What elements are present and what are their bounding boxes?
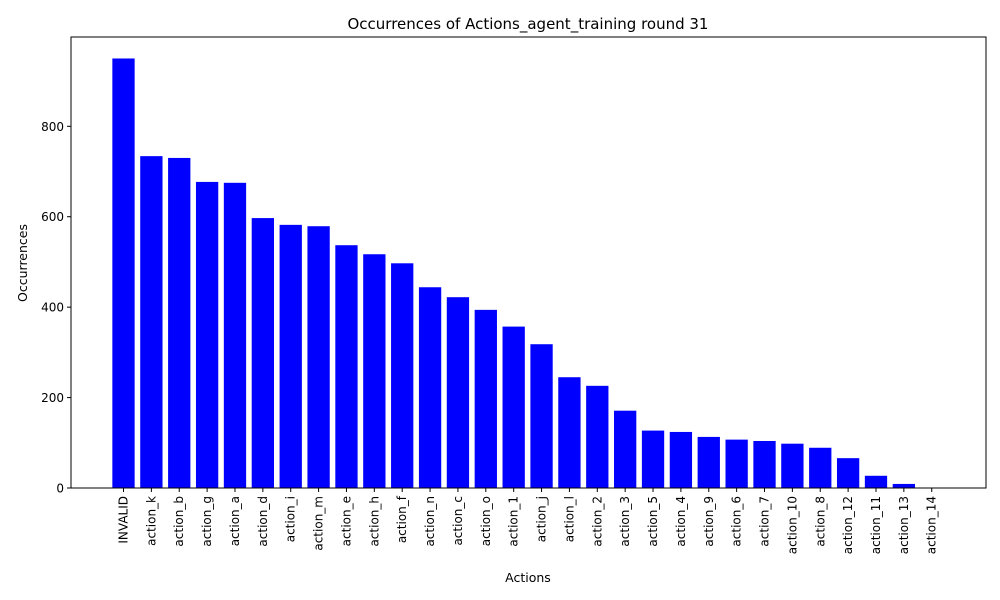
bar-action-6 <box>725 439 748 488</box>
y-tick-label: 600 <box>41 210 64 224</box>
x-tick-label: action_2 <box>590 496 604 547</box>
x-tick-label: action_a <box>228 496 242 546</box>
bar-action-c <box>446 297 470 488</box>
bar-action-j <box>530 344 553 488</box>
x-tick-label: action_10 <box>785 496 799 554</box>
bar-action-e <box>335 245 358 488</box>
bar-action-7 <box>753 440 776 488</box>
y-axis-label: Occurrences <box>15 224 30 302</box>
x-axis-label: Actions <box>505 570 551 585</box>
bar-action-3 <box>614 410 637 488</box>
bar-action-b <box>168 157 191 488</box>
bars-group <box>112 58 916 489</box>
y-tick-label: 800 <box>41 120 64 134</box>
y-axis-ticks: 0 200 400 600 800 <box>41 120 71 496</box>
x-tick-label: action_f <box>395 495 409 543</box>
x-tick-label: action_d <box>256 496 270 547</box>
bar-action-13 <box>892 483 916 488</box>
x-axis-ticks: INVALID action_k action_b action_g action_a a… <box>117 488 939 554</box>
x-tick-label: action_o <box>479 496 493 546</box>
chart-title: Occurrences of Actions_agent_training ro… <box>348 15 709 34</box>
bar-action-2 <box>586 385 609 488</box>
bar-action-f <box>391 263 414 488</box>
bar-invalid <box>112 58 135 488</box>
x-tick-label: action_k <box>144 496 158 546</box>
x-tick-label: action_13 <box>897 496 911 554</box>
bar-action-g <box>195 181 219 488</box>
bar-action-d <box>251 218 274 488</box>
bar-action-9 <box>697 436 720 488</box>
x-tick-label: action_6 <box>730 496 744 547</box>
x-tick-label: action_3 <box>618 496 632 547</box>
bar-action-1 <box>502 326 525 488</box>
bar-action-5 <box>641 430 665 488</box>
x-tick-label: action_n <box>423 496 437 547</box>
x-tick-label: action_8 <box>813 496 827 547</box>
x-tick-label: action_e <box>339 496 353 546</box>
y-tick-label: 200 <box>41 391 64 405</box>
x-tick-label: action_c <box>451 496 465 546</box>
bar-action-10 <box>781 443 804 488</box>
bar-action-8 <box>809 447 832 488</box>
x-tick-label: action_j <box>535 496 549 542</box>
bar-action-12 <box>836 458 860 488</box>
bar-action-k <box>140 156 163 488</box>
x-tick-label: action_b <box>172 496 186 547</box>
x-tick-label: INVALID <box>117 496 131 544</box>
x-tick-label: action_g <box>200 496 214 547</box>
bar-action-l <box>558 377 581 488</box>
bar-action-a <box>223 182 247 488</box>
x-tick-label: action_12 <box>841 496 855 554</box>
x-tick-label: action_i <box>284 496 298 542</box>
x-tick-label: action_4 <box>674 496 688 547</box>
x-tick-label: action_1 <box>507 496 521 547</box>
bar-action-4 <box>669 431 693 488</box>
bar-action-n <box>418 287 442 488</box>
bar-action-i <box>279 224 302 489</box>
x-tick-label: action_m <box>312 496 326 551</box>
bar-action-11 <box>864 475 888 488</box>
x-tick-label: action_h <box>367 496 381 547</box>
plot-area-frame <box>70 36 987 489</box>
x-tick-label: action_11 <box>869 496 883 554</box>
bar-action-h <box>363 254 386 488</box>
x-tick-label: action_5 <box>646 496 660 547</box>
x-tick-label: action_9 <box>702 496 716 547</box>
y-tick-label: 400 <box>41 301 64 315</box>
bar-action-o <box>474 309 497 488</box>
x-tick-label: action_14 <box>925 496 939 554</box>
bar-action-m <box>307 226 330 488</box>
x-tick-label: action_7 <box>758 496 772 547</box>
x-tick-label: action_l <box>562 496 576 542</box>
y-tick-label: 0 <box>56 482 64 496</box>
